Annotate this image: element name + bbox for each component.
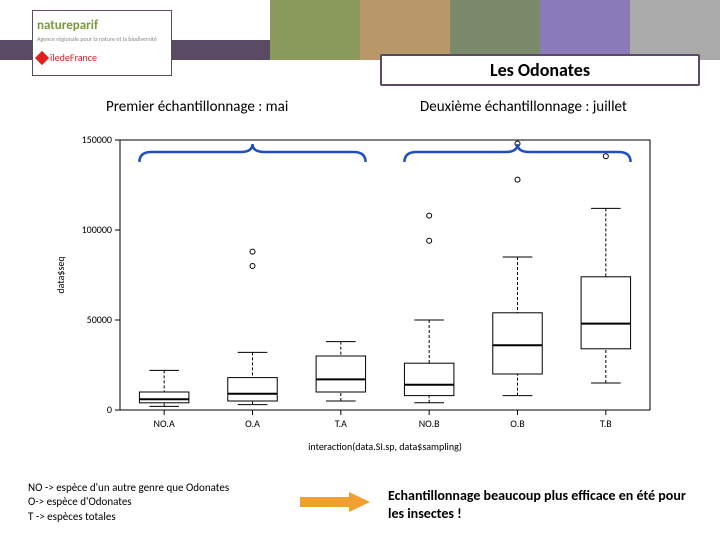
subtitle-second-sampling: Deuxième échantillonnage : juillet (420, 98, 627, 116)
svg-text:50000: 50000 (87, 313, 112, 326)
logo-primary-text: nature (37, 18, 73, 33)
header-photo (450, 0, 540, 60)
logo-primary-suffix: parif (73, 18, 98, 33)
svg-text:T.A: T.A (335, 417, 347, 430)
header-photo (630, 0, 720, 60)
arrow-icon (300, 492, 370, 512)
svg-text:O.B: O.B (510, 417, 525, 430)
species-legend: NO -> espèce d'un autre genre que Odonat… (28, 481, 229, 524)
svg-text:NO.B: NO.B (419, 417, 440, 430)
svg-text:150000: 150000 (82, 133, 112, 146)
logo-natureparif: natureparif Agence régionale pour la nat… (37, 15, 167, 43)
header-photo (270, 0, 360, 60)
svg-text:100000: 100000 (82, 223, 112, 236)
svg-text:O.A: O.A (245, 417, 260, 430)
svg-text:interaction(data.SI.sp, data$s: interaction(data.SI.sp, data$sampling) (308, 440, 462, 453)
logo-iledefrance: îledeFrance (37, 51, 167, 64)
conclusion-text: Echantillonnage beaucoup plus efficace e… (388, 487, 698, 522)
legend-line-t: T -> espèces totales (28, 510, 229, 524)
subtitle-first-sampling: Premier échantillonnage : mai (106, 98, 288, 116)
legend-line-o: O-> espèce d'Odonates (28, 495, 229, 509)
photo-strip (270, 0, 720, 60)
boxplot-chart: 0 50000 100000 150000 data$seq NO.A O.A T.A NO.B… (50, 120, 670, 460)
svg-text:data$seq: data$seq (54, 256, 67, 293)
logo-primary-subtitle: Agence régionale pour la nature et la bi… (37, 36, 167, 43)
svg-text:NO.A: NO.A (154, 417, 176, 430)
svg-text:0: 0 (107, 403, 112, 416)
logo-secondary-text: îledeFrance (50, 51, 97, 64)
logo-box: natureparif Agence régionale pour la nat… (32, 10, 172, 76)
header: natureparif Agence régionale pour la nat… (0, 0, 720, 80)
hexagon-icon (35, 51, 49, 65)
svg-text:T.B: T.B (600, 417, 612, 430)
page-title: Les Odonates (380, 54, 700, 86)
header-photo (540, 0, 630, 60)
legend-line-no: NO -> espèce d'un autre genre que Odonat… (28, 481, 229, 495)
chart-svg: 0 50000 100000 150000 data$seq NO.A O.A T.A NO.B… (50, 120, 670, 460)
header-photo (360, 0, 450, 60)
